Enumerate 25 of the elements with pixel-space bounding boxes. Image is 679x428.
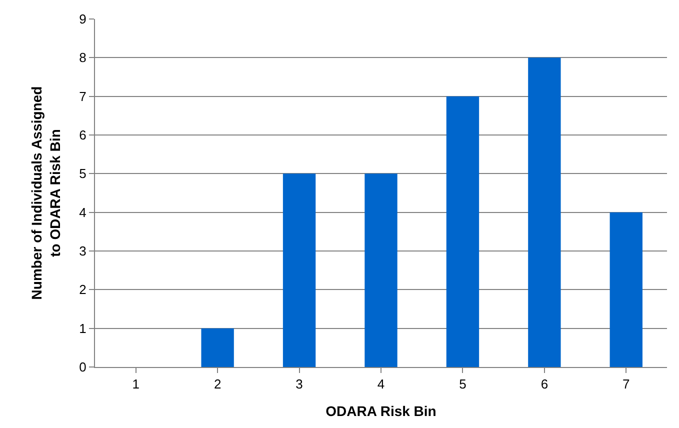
y-tick-label: 5: [79, 166, 86, 182]
y-axis-title: Number of Individuals Assigned to ODARA Risk Bin: [28, 86, 63, 300]
x-tick-label: 3: [296, 376, 303, 392]
bar: [201, 328, 234, 367]
bar: [610, 212, 642, 367]
y-tick-label: 7: [79, 88, 86, 104]
y-tick-label: 6: [79, 128, 86, 143]
x-tick-label: 5: [459, 376, 466, 392]
bar: [528, 58, 561, 367]
y-tick-label: 4: [79, 204, 86, 220]
y-tick-label: 2: [79, 282, 86, 298]
x-tick-label: 1: [132, 376, 140, 392]
x-axis-title: ODARA Risk Bin: [326, 402, 436, 419]
y-tick-label: 3: [79, 244, 86, 259]
bar: [446, 96, 480, 367]
x-tick-label: 2: [214, 376, 222, 392]
bar: [282, 174, 316, 367]
bar: [364, 174, 398, 367]
y-tick-label: 8: [79, 50, 86, 66]
y-tick-label: 0: [79, 360, 86, 375]
x-tick-label: 6: [540, 376, 548, 392]
y-tick-label: 9: [79, 12, 86, 27]
y-tick-label: 1: [79, 320, 86, 336]
x-tick-label: 7: [622, 376, 630, 392]
x-tick-label: 4: [377, 376, 385, 392]
